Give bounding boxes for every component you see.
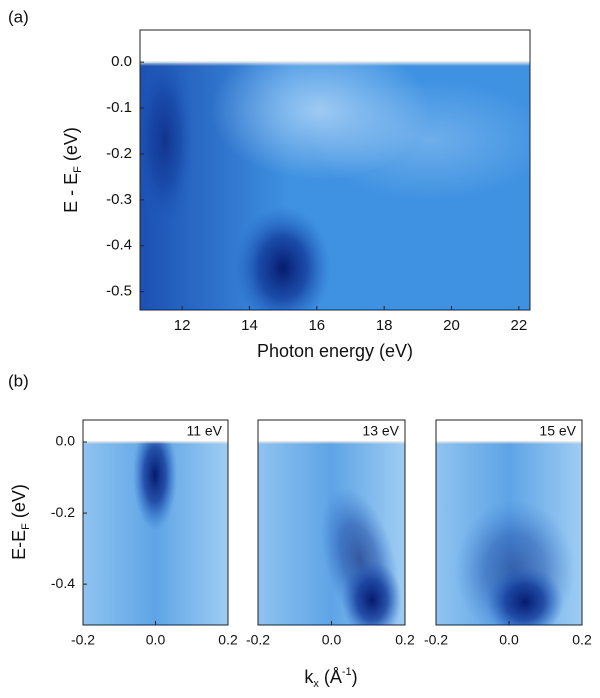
y-tick-label: -0.4 — [106, 237, 132, 254]
x-tick-label: -0.2 — [424, 632, 448, 648]
annotation: 13 eV — [362, 423, 399, 439]
label-part: Photon energy (eV) — [257, 341, 413, 361]
panel-label: (a) — [8, 7, 29, 26]
y-tick-label: -0.5 — [106, 283, 132, 300]
x-tick-label: -0.2 — [71, 632, 95, 648]
x-tick-label: 0.2 — [572, 632, 592, 648]
label-part: F — [72, 166, 84, 173]
label-part: -1 — [342, 666, 352, 678]
label-part: (Å — [319, 667, 342, 687]
heatmap-image — [83, 420, 228, 625]
y-tick-label: 0.0 — [56, 433, 76, 449]
x-tick-label: 0.0 — [146, 632, 166, 648]
y-tick-label: -0.1 — [106, 99, 132, 116]
heatmap-image — [258, 420, 405, 625]
x-tick-label: -0.2 — [246, 632, 270, 648]
x-tick-label: 0.2 — [218, 632, 238, 648]
heatmap-image — [140, 30, 530, 310]
y-axis-label: E-EF (eV) — [9, 484, 32, 560]
x-tick-label: 0.2 — [395, 632, 415, 648]
y-axis-label: E - EF (eV) — [61, 127, 84, 213]
x-axis-label: kx (Å-1) — [304, 666, 357, 690]
annotation: 11 eV — [186, 423, 222, 439]
label-part: (eV) — [9, 484, 29, 523]
x-tick-label: 14 — [241, 317, 258, 334]
x-tick-label: 20 — [443, 317, 460, 334]
x-tick-label: 0.0 — [322, 632, 342, 648]
label-part: F — [20, 523, 32, 530]
label-part: ) — [352, 667, 358, 687]
x-tick-label: 16 — [308, 317, 325, 334]
heatmap-image — [436, 420, 582, 625]
label-part: E - E — [61, 173, 81, 213]
x-tick-label: 22 — [511, 317, 528, 334]
annotation: 15 eV — [539, 423, 576, 439]
y-tick-label: -0.2 — [51, 504, 75, 520]
y-tick-label: -0.2 — [106, 145, 132, 162]
label-part: k — [304, 667, 314, 687]
y-tick-label: 0.0 — [111, 53, 132, 70]
x-tick-label: 18 — [376, 317, 393, 334]
panel-label: (b) — [8, 371, 29, 390]
plot-frame — [139, 29, 531, 311]
y-tick-label: -0.4 — [51, 575, 75, 591]
label-part: (eV) — [61, 127, 81, 166]
x-axis-label: Photon energy (eV) — [257, 341, 413, 361]
x-tick-label: 0.0 — [499, 632, 519, 648]
x-tick-label: 12 — [174, 317, 191, 334]
label-part: x — [313, 678, 319, 690]
label-part: E-E — [9, 530, 29, 560]
y-tick-label: -0.3 — [106, 191, 132, 208]
